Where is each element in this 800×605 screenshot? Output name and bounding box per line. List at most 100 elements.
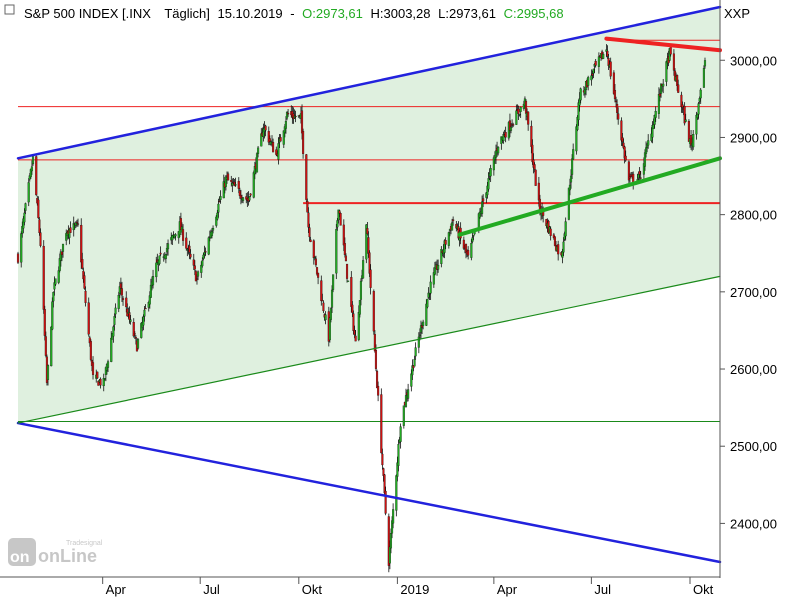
candle (384, 486, 387, 516)
candle-body (677, 84, 680, 93)
candle-body (602, 53, 605, 59)
candle-body (703, 60, 707, 67)
candle (613, 84, 617, 103)
candle (89, 339, 92, 362)
candle-body (652, 124, 655, 130)
candle (452, 216, 455, 226)
candle-body (204, 251, 207, 253)
candle-body (309, 239, 312, 243)
candle-body (471, 237, 474, 242)
candle (204, 247, 207, 257)
candle-body (35, 156, 38, 195)
candle-body (399, 426, 402, 442)
candle (30, 160, 33, 175)
candle-body (42, 245, 45, 310)
candle-body (192, 259, 195, 266)
candle-body (654, 111, 657, 118)
candle (343, 237, 346, 258)
candle-body (643, 152, 647, 167)
candle (287, 108, 290, 117)
candle (662, 78, 665, 94)
onLine-watermark-logo: on onLine Tradesignal (8, 538, 103, 566)
candle-body (332, 274, 335, 290)
candle-body (696, 113, 699, 118)
candle (338, 209, 341, 217)
candle-body (429, 281, 432, 294)
candle-body (242, 197, 245, 201)
candle-body (681, 104, 684, 108)
candle-body (113, 316, 116, 325)
candle-body (647, 140, 650, 146)
watermark-sub: Tradesignal (66, 540, 103, 547)
candle-body (440, 249, 443, 265)
candle (622, 138, 625, 150)
candle (35, 153, 38, 197)
candle (83, 272, 86, 290)
candle (534, 169, 537, 186)
candle (106, 359, 110, 373)
candle (279, 134, 282, 142)
candle-body (31, 156, 35, 165)
candle (307, 207, 310, 234)
candle (647, 134, 650, 149)
candle (129, 315, 132, 325)
candle (594, 59, 597, 68)
candle (549, 226, 552, 241)
candle (114, 303, 117, 319)
candle-body (482, 198, 485, 202)
candle (624, 150, 627, 162)
candle-body (294, 115, 297, 118)
candle-body (412, 365, 415, 369)
candle-body (128, 312, 131, 320)
candle (308, 223, 311, 242)
candle-body (452, 219, 455, 221)
candle-body (125, 297, 128, 308)
candle (84, 286, 87, 307)
candle-body (272, 142, 275, 153)
candle-body (658, 93, 662, 97)
candle-body (37, 199, 40, 219)
candle-body (197, 271, 200, 277)
candle-body (69, 227, 72, 233)
candle-body (606, 50, 609, 57)
candle (125, 291, 128, 313)
candle (149, 278, 152, 298)
candle (470, 239, 473, 261)
candle (527, 111, 530, 131)
candle-body (587, 77, 590, 86)
collapse-box-icon[interactable] (4, 4, 15, 15)
candle-body (97, 380, 100, 386)
candle (174, 233, 177, 241)
candle-body (451, 222, 454, 231)
candle-body (591, 73, 594, 76)
candle-body (217, 203, 220, 213)
candle (422, 319, 425, 330)
candle (231, 178, 234, 193)
candle-body (397, 444, 400, 466)
candle (309, 237, 312, 243)
candle-body (51, 301, 54, 330)
candle-body (492, 157, 495, 171)
candle (182, 224, 185, 246)
candle (365, 224, 368, 264)
candle (352, 310, 355, 335)
candle-body (16, 253, 20, 263)
candle-body (384, 490, 387, 514)
candle (389, 528, 393, 554)
candle-body (561, 251, 564, 258)
candle-body (186, 249, 189, 251)
candle-body (353, 329, 356, 335)
candle (392, 503, 395, 529)
header-interval: Täglich] (164, 6, 210, 21)
candle-body (339, 213, 342, 226)
candle (136, 338, 140, 350)
y-tick-label: 2900,00 (730, 130, 777, 145)
candle (166, 239, 170, 256)
candle-body (144, 308, 147, 310)
candle (572, 143, 575, 161)
candle (257, 145, 260, 158)
candle (553, 236, 556, 247)
header-date: 15.10.2019 (217, 6, 282, 21)
candle-body (133, 333, 136, 335)
candle (612, 70, 615, 96)
